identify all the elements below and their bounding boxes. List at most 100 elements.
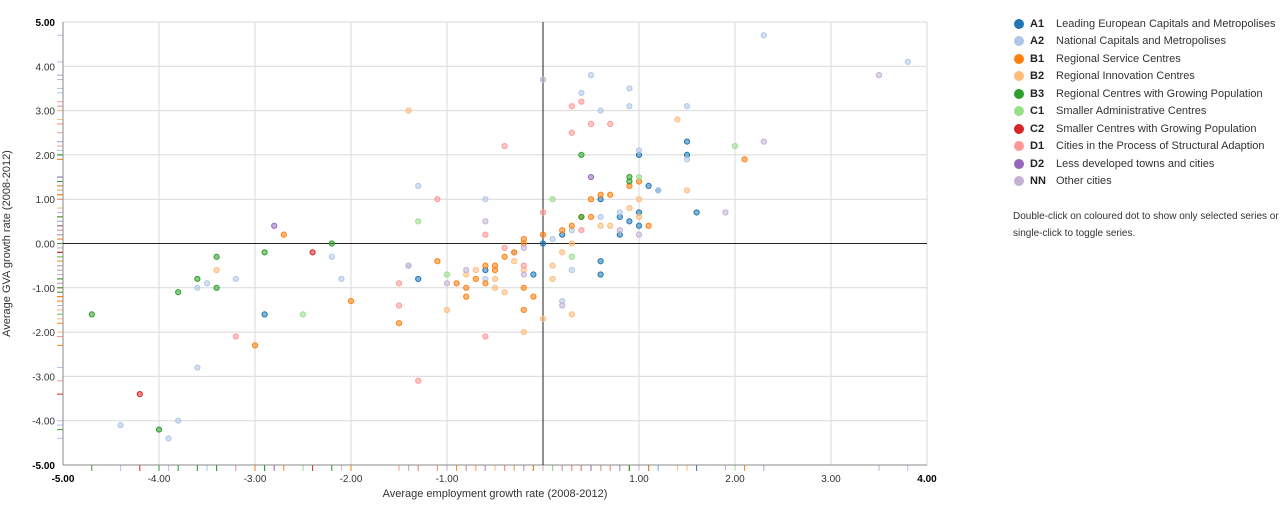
data-point-a2[interactable] — [626, 85, 633, 92]
data-point-a2[interactable] — [175, 417, 182, 424]
data-point-b1[interactable] — [559, 227, 566, 234]
data-point-d2[interactable] — [271, 222, 278, 229]
data-point-d1[interactable] — [539, 209, 547, 216]
data-point-a1[interactable] — [539, 240, 547, 247]
data-point-b1[interactable] — [472, 275, 479, 283]
data-point-a2[interactable] — [616, 209, 623, 216]
data-point-c1[interactable] — [549, 196, 556, 203]
data-point-nn[interactable] — [443, 280, 451, 287]
data-point-c1[interactable] — [299, 311, 307, 318]
data-point-b2[interactable] — [626, 204, 633, 212]
data-point-d1[interactable] — [568, 129, 575, 136]
legend-item-a1[interactable]: A1 Leading European Capitals and Metropol… — [1014, 15, 1280, 33]
data-point-a2[interactable] — [165, 435, 172, 442]
data-point-b2[interactable] — [568, 311, 575, 318]
data-point-c1[interactable] — [731, 142, 739, 150]
data-point-d1[interactable] — [395, 302, 403, 309]
data-point-b2[interactable] — [635, 213, 643, 221]
data-point-a2[interactable] — [482, 196, 489, 203]
data-point-a1[interactable] — [645, 182, 652, 190]
data-point-b2[interactable] — [472, 266, 479, 274]
data-point-nn[interactable] — [722, 209, 729, 216]
legend-dot-icon[interactable] — [1014, 176, 1024, 187]
data-point-a2[interactable] — [549, 235, 556, 243]
data-point-a1[interactable] — [261, 311, 268, 318]
data-point-b1[interactable] — [501, 253, 508, 260]
legend-item-d1[interactable]: D1 Cities in the Process of Structural Ad… — [1014, 138, 1280, 156]
data-point-b3[interactable] — [88, 311, 95, 318]
data-point-a1[interactable] — [635, 222, 643, 229]
data-point-a2[interactable] — [328, 253, 335, 260]
data-point-b1[interactable] — [520, 306, 527, 314]
data-point-b2[interactable] — [683, 187, 691, 194]
legend-item-c2[interactable]: C2 Smaller Centres with Growing Populatio… — [1014, 120, 1280, 138]
data-point-d1[interactable] — [415, 377, 422, 384]
data-point-b1[interactable] — [491, 266, 499, 274]
data-point-b3[interactable] — [328, 240, 335, 247]
data-point-c1[interactable] — [568, 253, 575, 260]
data-point-a2[interactable] — [760, 32, 767, 39]
legend-item-b3[interactable]: B3 Regional Centres with Growing Populati… — [1014, 85, 1280, 103]
legend-dot-icon[interactable] — [1014, 36, 1024, 47]
data-point-a1[interactable] — [683, 138, 691, 145]
data-point-b3[interactable] — [213, 284, 220, 291]
data-point-a2[interactable] — [587, 72, 595, 79]
legend-dot-icon[interactable] — [1014, 141, 1024, 152]
legend-item-c1[interactable]: C1 Smaller Administrative Centres — [1014, 103, 1280, 121]
data-point-b2[interactable] — [674, 116, 681, 123]
data-point-d1[interactable] — [520, 262, 527, 269]
data-point-c2[interactable] — [136, 391, 143, 398]
data-point-a2[interactable] — [338, 275, 345, 283]
legend-dot-icon[interactable] — [1014, 53, 1024, 64]
legend-item-a2[interactable]: A2 National Capitals and Metropolises — [1014, 33, 1280, 51]
data-point-a2[interactable] — [635, 147, 643, 154]
data-point-b1[interactable] — [520, 284, 527, 291]
data-point-b2[interactable] — [511, 258, 518, 265]
data-point-a2[interactable] — [117, 422, 124, 429]
data-point-b1[interactable] — [347, 297, 355, 305]
data-point-d1[interactable] — [434, 196, 441, 203]
data-point-a2[interactable] — [655, 187, 662, 194]
data-point-d1[interactable] — [482, 231, 489, 238]
data-point-d1[interactable] — [501, 244, 508, 252]
legend-dot-icon[interactable] — [1014, 88, 1024, 99]
data-point-a2[interactable] — [683, 156, 691, 163]
data-point-b1[interactable] — [482, 280, 489, 287]
data-point-a2[interactable] — [194, 284, 201, 291]
data-point-b2[interactable] — [568, 240, 575, 247]
legend-dot-icon[interactable] — [1014, 18, 1024, 29]
data-point-nn[interactable] — [520, 271, 527, 278]
data-point-a1[interactable] — [693, 209, 700, 216]
data-point-b2[interactable] — [520, 329, 527, 336]
data-point-a1[interactable] — [597, 258, 604, 265]
data-point-b1[interactable] — [482, 262, 489, 269]
data-point-d1[interactable] — [501, 142, 508, 150]
data-point-c1[interactable] — [415, 218, 422, 225]
data-point-b1[interactable] — [463, 284, 470, 291]
data-point-b1[interactable] — [463, 293, 470, 300]
data-point-d1[interactable] — [568, 103, 575, 110]
data-point-b2[interactable] — [559, 249, 566, 256]
data-point-a2[interactable] — [194, 364, 201, 371]
data-point-d1[interactable] — [607, 120, 614, 127]
data-point-b3[interactable] — [578, 151, 585, 158]
data-point-b3[interactable] — [194, 275, 201, 283]
data-point-d2[interactable] — [587, 173, 595, 181]
data-point-a2[interactable] — [626, 103, 633, 110]
data-point-b2[interactable] — [491, 284, 499, 291]
data-point-nn[interactable] — [875, 72, 883, 79]
data-point-d1[interactable] — [587, 120, 595, 127]
data-point-b3[interactable] — [213, 253, 220, 260]
data-point-b1[interactable] — [453, 280, 460, 287]
legend-item-d2[interactable]: D2 Less developed towns and cities — [1014, 155, 1280, 173]
data-point-a1[interactable] — [530, 271, 537, 278]
data-point-b1[interactable] — [530, 293, 537, 300]
data-point-d1[interactable] — [395, 280, 403, 287]
data-point-a1[interactable] — [626, 218, 633, 225]
data-point-nn[interactable] — [463, 266, 470, 274]
data-point-nn[interactable] — [635, 231, 643, 238]
data-point-b3[interactable] — [175, 289, 182, 296]
data-point-b1[interactable] — [434, 258, 441, 265]
data-point-b3[interactable] — [155, 426, 163, 433]
data-point-b2[interactable] — [213, 266, 220, 274]
